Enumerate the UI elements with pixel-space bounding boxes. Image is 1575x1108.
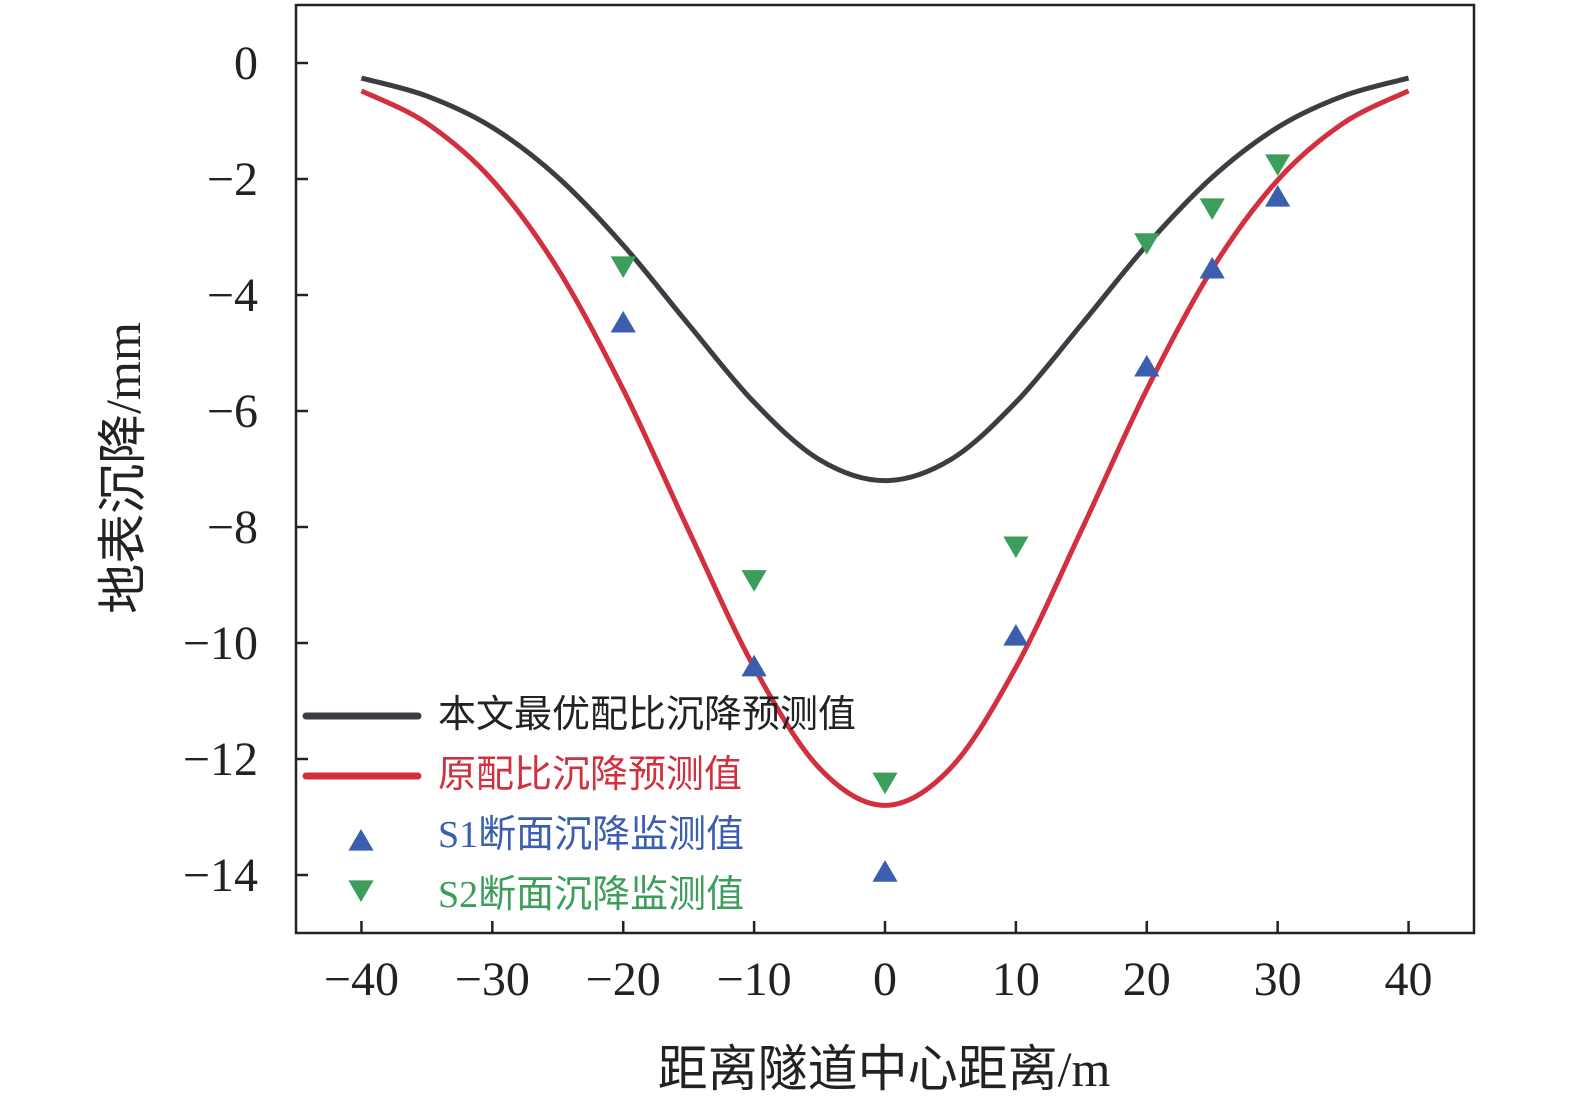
data-point [872,772,898,795]
y-tick-label: −12 [183,733,258,786]
legend-item-2: 原配比沉降预测值 [302,754,742,796]
data-point [872,860,898,882]
legend-item-3: S1断面沉降监测值 [348,814,744,856]
x-tick-label: −30 [455,953,530,1006]
x-tick-label: 40 [1385,953,1433,1006]
y-axis-label: 地表沉降/mm [95,322,151,614]
data-point [1003,624,1029,646]
data-point [610,256,636,278]
data-point [1265,184,1291,207]
x-tick-label: −20 [586,953,661,1006]
x-axis: −40 −30 −20 −10 0 10 20 30 40 [324,921,1433,1006]
data-point [1199,256,1225,279]
y-tick-label: −8 [207,501,258,554]
data-point [1199,198,1225,220]
y-tick-label: −14 [183,849,258,902]
data-point [1003,536,1029,559]
legend-label: 本文最优配比沉降预测值 [438,694,856,736]
data-point [1134,233,1160,255]
x-tick-label: −40 [324,953,399,1006]
data-point [741,570,767,592]
y-tick-label: −10 [183,617,258,670]
legend-item-1: 本文最优配比沉降预测值 [302,694,856,736]
legend-item-4: S2断面沉降监测值 [348,874,744,916]
series-3 [610,184,1291,882]
x-axis-label: 距离隧道中心距离/m [658,1041,1111,1097]
data-point [610,310,636,333]
x-tick-label: 0 [873,953,897,1006]
x-tick-label: 30 [1254,953,1302,1006]
y-axis: 0 −2 −4 −6 −8 −10 −12 −14 [183,37,308,902]
data-point [1134,354,1160,377]
legend-label: S1断面沉降监测值 [438,814,744,856]
series-4 [610,154,1291,795]
legend-label: 原配比沉降预测值 [438,754,742,796]
x-tick-label: 10 [992,953,1040,1006]
y-tick-label: −2 [207,153,258,206]
series-1 [360,75,1410,484]
y-tick-label: −6 [207,385,258,438]
x-tick-label: 20 [1123,953,1171,1006]
series-line [360,75,1410,484]
legend-label: S2断面沉降监测值 [438,874,744,916]
y-tick-label: 0 [234,37,258,90]
y-tick-label: −4 [207,269,258,322]
x-tick-label: −10 [717,953,792,1006]
data-point [1265,154,1291,176]
legend-marker-swatch [348,880,374,902]
data-point [741,654,767,677]
legend-marker-swatch [348,829,374,851]
